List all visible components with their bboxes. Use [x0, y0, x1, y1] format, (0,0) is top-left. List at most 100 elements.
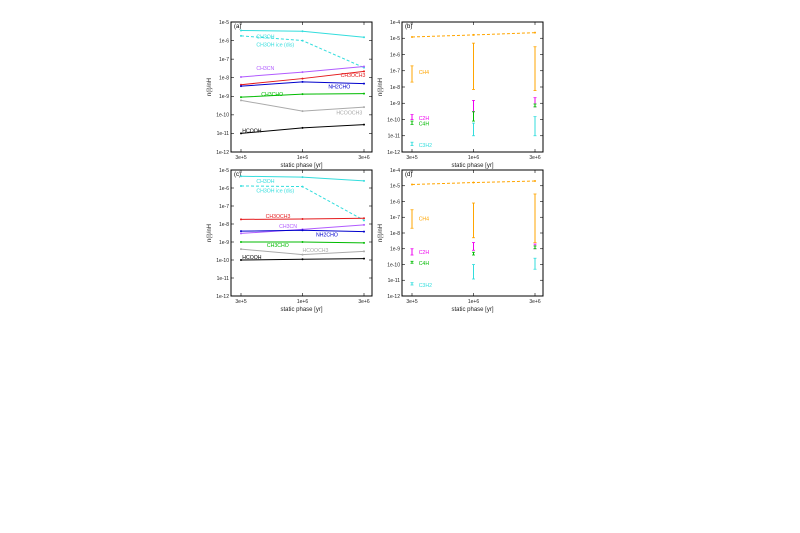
- panel-label: (d): [405, 172, 412, 178]
- plot-frame: [401, 21, 544, 153]
- series-label: HCOOCH3: [303, 248, 329, 254]
- data-point: [363, 241, 365, 244]
- series-ch3och3: CH3OCH3: [240, 214, 365, 221]
- x-tick-label: 3e+6: [529, 155, 540, 161]
- y-tick-label: 1e-12: [387, 294, 400, 300]
- y-axis-label: n(i)/nH: [378, 224, 384, 242]
- x-tick-label: 1e+6: [468, 299, 479, 305]
- y-tick-label: 1e-4: [390, 20, 400, 26]
- y-tick-label: 1e-5: [219, 20, 229, 26]
- series-ch3och3: CH3OCH3: [240, 70, 366, 86]
- panel-d: 1e-4 1e-5 1e-6 1e-7 1e-8 1e-9 1e-10 1e-11 1e-12 3…: [378, 168, 544, 313]
- y-tick-label: 1e-6: [219, 38, 229, 44]
- series-ch4: CH4: [410, 42, 537, 92]
- series-label: C3H2: [419, 283, 432, 289]
- series-label: CH4: [419, 217, 429, 223]
- data-point: [301, 176, 304, 179]
- series-label: CH3OCH3: [341, 73, 366, 79]
- data-point: [411, 35, 413, 38]
- y-tick-label: 1e-7: [390, 215, 400, 221]
- x-tick-label: 3e+6: [529, 299, 540, 305]
- panel-label: (c): [234, 172, 241, 178]
- y-tick-label: 1e-7: [219, 57, 229, 63]
- data-point: [301, 126, 304, 129]
- x-tick-label: 1e+6: [297, 155, 308, 161]
- y-tick-label: 1e-11: [388, 278, 401, 284]
- data-point: [411, 183, 413, 186]
- series-c3h2: C3H2: [410, 257, 537, 289]
- series-label: C2H: [419, 116, 430, 122]
- y-tick-label: 1e-10: [387, 117, 400, 123]
- x-axis-label: static phase [yr]: [280, 307, 322, 313]
- x-tick-label: 3e+6: [358, 299, 369, 305]
- series-ch3cho: CH3CHO: [240, 92, 365, 99]
- y-tick-label: 1e-12: [216, 150, 229, 156]
- series-label: CH4: [419, 70, 429, 76]
- data-point: [363, 230, 365, 233]
- series-label: CH3OH ice (dis): [256, 189, 294, 195]
- data-point: [240, 232, 242, 235]
- data-point: [363, 257, 365, 260]
- x-axis-label: static phase [yr]: [280, 163, 322, 169]
- series-label: C2H: [419, 250, 430, 256]
- y-tick-label: 1e-5: [390, 184, 400, 190]
- data-point: [301, 258, 304, 261]
- data-point: [363, 179, 365, 182]
- plot-frame: [401, 169, 544, 297]
- data-point: [240, 75, 242, 78]
- data-point: [363, 223, 365, 226]
- data-point: [240, 248, 242, 251]
- x-tick-label: 1e+6: [297, 299, 308, 305]
- x-tick-label: 3e+5: [235, 299, 246, 305]
- series-ch4: CH4: [410, 193, 537, 243]
- series-ch3oh: CH3OH: [240, 29, 365, 41]
- data-point: [240, 34, 242, 37]
- data-point: [363, 65, 365, 68]
- series-label: CH3CN: [256, 66, 274, 72]
- y-tick-label: 1e-12: [216, 294, 229, 300]
- x-tick-label: 3e+5: [406, 155, 417, 161]
- y-tick-label: 1e-8: [390, 85, 400, 91]
- data-point: [301, 110, 304, 113]
- y-tick-label: 1e-9: [219, 240, 229, 246]
- series-upper-line: [411, 180, 536, 186]
- y-tick-label: 1e-6: [390, 52, 400, 58]
- data-point: [301, 71, 304, 74]
- data-point: [363, 219, 365, 222]
- series-label: CH3OCH3: [266, 214, 291, 220]
- data-point: [240, 83, 242, 86]
- y-tick-label: 1e-11: [217, 131, 230, 137]
- x-axis-label: static phase [yr]: [451, 307, 493, 313]
- y-tick-label: 1e-11: [388, 134, 401, 140]
- data-point: [301, 229, 304, 232]
- series-label: HCOOH: [242, 255, 262, 261]
- series-label: CH3CN: [279, 224, 297, 230]
- data-point: [301, 241, 304, 243]
- y-axis-label: n(i)/nH: [207, 224, 213, 242]
- y-tick-label: 1e-8: [219, 76, 229, 82]
- y-tick-label: 1e-4: [390, 168, 400, 174]
- series-label: C4H: [419, 261, 430, 267]
- data-point: [240, 99, 242, 102]
- series-c2h: C2H: [410, 242, 537, 256]
- y-tick-label: 1e-10: [216, 258, 229, 264]
- panel-a: 1e-5 1e-6 1e-7 1e-8 1e-9 1e-10 1e-11 1e-12 3e+5 1…: [207, 20, 373, 169]
- y-tick-label: 1e-9: [390, 247, 400, 253]
- series-nh2cho: NH2CHO: [240, 80, 365, 91]
- series-label: C3H2: [419, 143, 432, 149]
- series-upper-line: [411, 31, 536, 38]
- y-tick-label: 1e-7: [219, 204, 229, 210]
- y-tick-label: 1e-5: [390, 36, 400, 42]
- x-tick-label: 1e+6: [468, 155, 479, 161]
- data-point: [363, 106, 365, 109]
- panel-label: (b): [405, 24, 412, 30]
- series-ch3cn: CH3CN: [240, 65, 365, 78]
- data-point: [534, 31, 536, 34]
- data-point: [363, 92, 365, 95]
- series-label: NH2CHO: [328, 85, 350, 91]
- x-tick-label: 3e+5: [235, 155, 246, 161]
- y-tick-label: 1e-7: [390, 69, 400, 75]
- y-tick-label: 1e-8: [390, 231, 400, 237]
- series-label: HCOOCH3: [336, 111, 362, 117]
